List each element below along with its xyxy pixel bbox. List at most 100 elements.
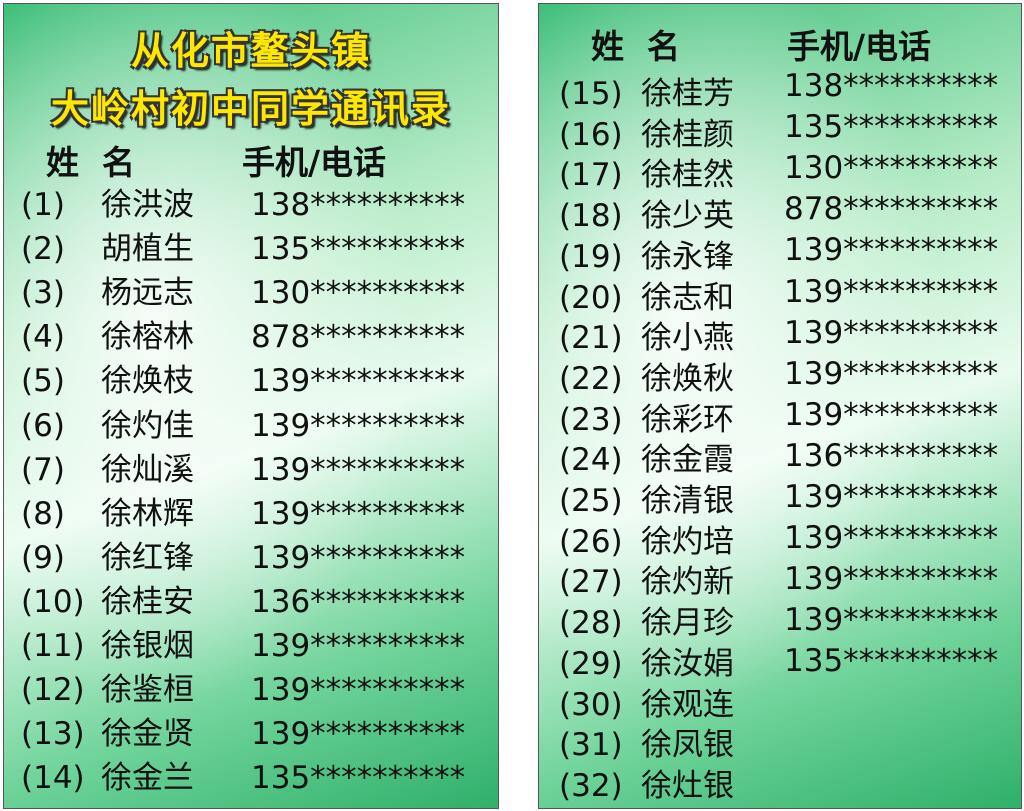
entry-phone: 135**********	[784, 109, 999, 146]
entry-name: 徐金贤	[101, 716, 194, 753]
entry-name: 徐银烟	[101, 628, 194, 664]
title-line: 从化市鳌头镇	[130, 29, 371, 73]
entry-phone: 130**********	[251, 275, 466, 312]
entry-phone: 136**********	[251, 583, 466, 620]
entry-name: 徐桂然	[641, 157, 734, 194]
entry-phone: 139**********	[784, 273, 999, 310]
entry-name: 徐永锋	[641, 238, 734, 275]
entry-name: 徐金霞	[641, 442, 734, 479]
entry-name: 徐少英	[641, 198, 734, 235]
entry-phone: 138**********	[251, 187, 466, 223]
entry-number: (3)	[21, 275, 65, 312]
entry-number: (27)	[559, 564, 623, 601]
entry-phone: 130**********	[784, 150, 999, 187]
entry-phone: 139**********	[251, 451, 466, 488]
entry-phone: 139**********	[251, 716, 466, 753]
entry-name: 徐榕林	[101, 319, 194, 356]
entry-number: (30)	[559, 686, 623, 723]
entry-phone: 139**********	[251, 495, 466, 532]
entry-number: (1)	[21, 187, 65, 223]
entry-phone: 136**********	[784, 437, 999, 474]
entry-number: (24)	[559, 442, 623, 479]
right-card: 姓 名 手机/电话 (15) 徐桂芳 (16) 徐桂颜 (17) 徐桂然 (18) 徐少英 (1…	[538, 3, 1022, 809]
entry-name: 徐灼佳	[101, 407, 194, 444]
entry-phone: 139**********	[784, 314, 999, 351]
entry-phone: 139**********	[784, 232, 999, 269]
entry-name: 徐灼培	[641, 523, 734, 560]
entry-phone: 139**********	[784, 602, 999, 639]
entry-number: (19)	[559, 238, 623, 275]
entry-phone: 139**********	[784, 396, 999, 433]
entry-number: (29)	[559, 645, 623, 682]
entry-number: (31)	[559, 727, 623, 764]
entry-number: (2)	[21, 231, 65, 268]
entry-name: 徐鉴桓	[101, 672, 194, 709]
entry-name: 徐灿溪	[101, 451, 194, 488]
entry-name: 徐灶银	[641, 767, 734, 804]
entry-phone: 135**********	[251, 231, 466, 268]
entry-name: 徐月珍	[641, 605, 734, 642]
entry-phone: 139**********	[784, 355, 999, 392]
header-name: 姓 名	[46, 143, 135, 182]
entry-number: (17)	[559, 157, 623, 194]
entry-number: (5)	[21, 363, 65, 400]
entry-phone: 139**********	[251, 363, 466, 400]
entry-phone: 139**********	[251, 628, 466, 664]
entry-number: (18)	[559, 198, 623, 235]
entry-name: 徐桂芳	[641, 76, 734, 112]
entry-phone: 138**********	[784, 68, 999, 104]
entry-name: 徐洪波	[101, 187, 194, 223]
entry-name: 徐观连	[641, 686, 734, 723]
entry-phone: 139**********	[251, 539, 466, 576]
entry-name: 胡植生	[101, 231, 194, 268]
entry-number: (21)	[559, 320, 623, 357]
header-name: 姓 名	[591, 27, 680, 66]
entry-name: 徐彩环	[641, 401, 734, 438]
entry-name: 徐灼新	[641, 564, 734, 601]
entry-number: (16)	[559, 116, 623, 153]
entry-name: 徐林辉	[101, 495, 194, 532]
entry-name: 徐凤银	[641, 727, 734, 764]
entry-number: (32)	[559, 767, 623, 804]
entry-name: 徐小燕	[641, 320, 734, 357]
entry-number: (15)	[559, 76, 623, 112]
entry-number: (22)	[559, 360, 623, 397]
entry-phone: 135**********	[784, 643, 999, 680]
entry-name: 徐桂安	[101, 583, 194, 620]
entry-number: (26)	[559, 523, 623, 560]
entry-number: (28)	[559, 605, 623, 642]
entry-number: (4)	[21, 319, 65, 356]
entry-phone: 139**********	[251, 672, 466, 709]
entry-number: (11)	[21, 628, 85, 664]
entry-name: 徐汝娟	[641, 645, 734, 682]
entry-name: 杨远志	[101, 275, 194, 312]
entry-phone: 878**********	[251, 319, 466, 356]
entry-number: (9)	[21, 539, 65, 576]
entry-number: (14)	[21, 760, 85, 797]
entry-phone: 139**********	[784, 479, 999, 515]
entry-name: 徐桂颜	[641, 116, 734, 153]
entry-name: 徐清银	[641, 483, 734, 519]
header-phone: 手机/电话	[787, 27, 932, 66]
header-phone: 手机/电话	[242, 143, 387, 182]
entry-phone: 878**********	[784, 191, 999, 228]
entry-phone: 135**********	[251, 760, 466, 797]
entry-name: 徐金兰	[101, 760, 194, 797]
entry-number: (13)	[21, 716, 85, 753]
entry-name: 徐焕枝	[101, 363, 194, 400]
entry-number: (8)	[21, 495, 65, 532]
entry-phone: 139**********	[251, 407, 466, 444]
entry-name: 徐志和	[641, 279, 734, 316]
entry-number: (20)	[559, 279, 623, 316]
entry-number: (12)	[21, 672, 85, 709]
entry-number: (6)	[21, 407, 65, 444]
entry-number: (10)	[21, 583, 85, 620]
entry-phone: 139**********	[784, 520, 999, 557]
entry-name: 徐焕秋	[641, 360, 734, 397]
entry-number: (23)	[559, 401, 623, 438]
left-card: 从化市鳌头镇 大岭村初中同学通讯录 姓 名 手机/电话 (1) 徐洪波 138***…	[3, 3, 499, 809]
title-line: 大岭村初中同学通讯录	[50, 87, 451, 131]
entry-phone: 139**********	[784, 561, 999, 598]
entry-number: (25)	[559, 483, 623, 519]
